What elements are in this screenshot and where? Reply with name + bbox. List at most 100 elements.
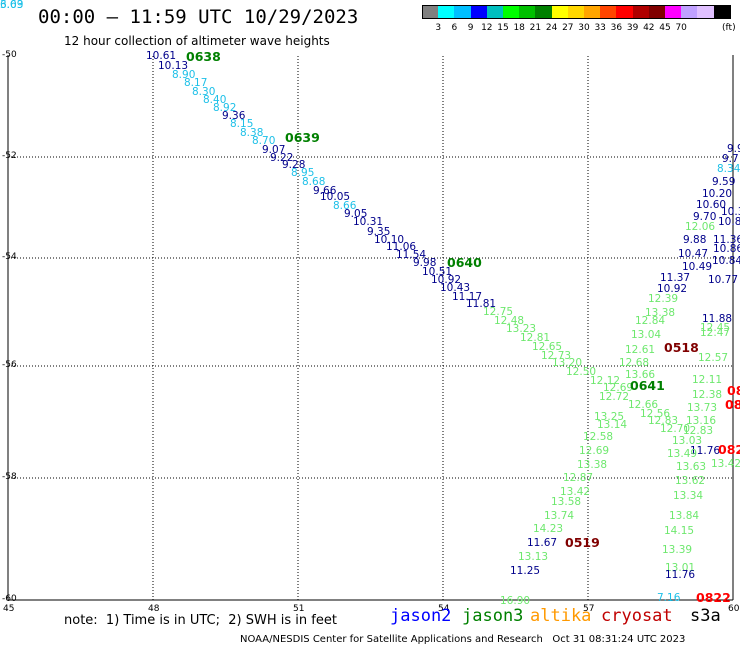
colorbar-swatch bbox=[616, 5, 634, 19]
wave-height-reading: 14.23 bbox=[533, 523, 564, 535]
colorbar-swatch bbox=[600, 5, 618, 19]
wave-height-reading: 10.60 bbox=[696, 199, 727, 211]
colorbar-swatch bbox=[632, 5, 650, 19]
wave-height-reading: 13.84 bbox=[669, 510, 700, 522]
wave-height-reading: 13.25 bbox=[594, 411, 625, 423]
wave-height-reading: 12.45 bbox=[700, 322, 731, 334]
wave-height-reading: 11.37 bbox=[660, 272, 691, 284]
longitude-label: 48 bbox=[148, 604, 160, 614]
latitude-label: -56 bbox=[2, 360, 17, 370]
wave-height-reading: 13.49 bbox=[667, 448, 698, 460]
colorbar-label: 6 bbox=[451, 23, 458, 33]
wave-height-reading: 13.03 bbox=[672, 435, 703, 447]
colorbar-swatch bbox=[567, 5, 585, 19]
wave-height-reading: 7.16 bbox=[657, 592, 681, 604]
wave-height-reading: 12.69 bbox=[579, 445, 610, 457]
wave-height-reading: 8.66 bbox=[333, 200, 357, 212]
wave-height-reading: 13.34 bbox=[673, 490, 704, 502]
colorbar-label: 21 bbox=[529, 23, 542, 33]
colorbar-label: 33 bbox=[594, 23, 606, 33]
wave-height-reading: 10.10 bbox=[374, 234, 405, 246]
satellite-legend-jason2: jason2 bbox=[390, 606, 452, 626]
colorbar-label: 39 bbox=[626, 23, 639, 33]
wave-height-reading: 12.48 bbox=[494, 315, 525, 327]
wave-height-reading: 10.92 bbox=[657, 283, 688, 295]
wave-height-reading: 13.38 bbox=[577, 459, 608, 471]
wave-height-reading: 9.98 bbox=[413, 257, 437, 269]
wave-height-reading: 12.69 bbox=[603, 382, 634, 394]
longitude-label: 45 bbox=[3, 604, 15, 614]
colorbar-swatch bbox=[697, 5, 715, 19]
colorbar-swatch bbox=[422, 5, 439, 19]
map-subtitle: 12 hour collection of altimeter wave hei… bbox=[64, 34, 330, 48]
colorbar-label: 15 bbox=[497, 23, 509, 33]
colorbar-label: 27 bbox=[562, 23, 574, 33]
colorbar-swatch bbox=[535, 5, 553, 19]
wave-height-reading: 9.05 bbox=[344, 208, 368, 220]
colorbar-label: 45 bbox=[659, 23, 671, 33]
longitude-label: 60 bbox=[728, 604, 740, 614]
colorbar-frame bbox=[422, 5, 730, 19]
wave-height-reading: 10.05 bbox=[320, 191, 351, 203]
colorbar-swatch bbox=[665, 5, 682, 19]
wave-height-reading: 10.13 bbox=[158, 60, 189, 72]
wave-height-reading: 8.34 bbox=[717, 163, 740, 175]
wave-height-reading: 12.83 bbox=[648, 415, 679, 427]
wave-height-reading: 10.47 bbox=[678, 248, 709, 260]
wave-height-reading: 8.17 bbox=[184, 77, 208, 89]
wave-height-reading: 12.11 bbox=[692, 374, 723, 386]
pass-time-label: 0518 bbox=[664, 340, 699, 355]
wave-height-reading: 13.39 bbox=[662, 544, 693, 556]
wave-height-reading: 13.16 bbox=[686, 415, 717, 427]
wave-height-reading: 10.51 bbox=[422, 266, 453, 278]
wave-height-reading: 12.57 bbox=[698, 352, 729, 364]
pass-time-label: 0822 bbox=[696, 590, 731, 605]
wave-height-reading: 3.63 bbox=[0, 0, 24, 11]
wave-height-reading: 12.58 bbox=[583, 431, 614, 443]
wave-height-reading: 12.38 bbox=[692, 389, 723, 401]
wave-height-reading: 12.81 bbox=[520, 332, 551, 344]
longitude-label: 51 bbox=[293, 604, 305, 614]
longitude-label: 57 bbox=[583, 604, 595, 614]
colorbar-label: 24 bbox=[545, 23, 558, 33]
pass-time-label: 0519 bbox=[565, 535, 600, 550]
latitude-label: -58 bbox=[2, 472, 17, 482]
wave-height-reading: 13.62 bbox=[675, 475, 706, 487]
wave-height-reading: 13.74 bbox=[544, 510, 575, 522]
wave-height-reading: 8.40 bbox=[203, 94, 227, 106]
wave-height-reading: 13.20 bbox=[552, 357, 583, 369]
wave-height-reading: 12.72 bbox=[599, 391, 630, 403]
wave-height-reading: 9.7 bbox=[722, 153, 739, 165]
pass-time-label: 0641 bbox=[630, 378, 665, 393]
colorbar-label: 18 bbox=[513, 23, 525, 33]
wave-height-reading: 8.95 bbox=[291, 167, 315, 179]
longitude-label: 54 bbox=[438, 604, 450, 614]
footer-credit: NOAA/NESDIS Center for Satellite Applica… bbox=[240, 634, 686, 645]
wave-height-reading: 12.66 bbox=[628, 399, 659, 411]
wave-height-reading: 11.25 bbox=[510, 565, 541, 577]
colorbar-swatch bbox=[584, 5, 601, 19]
wave-height-reading: 12.12 bbox=[590, 375, 621, 387]
wave-height-reading: 13.63 bbox=[676, 461, 707, 473]
wave-height-reading: 11.81 bbox=[466, 298, 497, 310]
wave-height-reading: 12.50 bbox=[566, 366, 597, 378]
pass-time-label: 0639 bbox=[285, 130, 320, 145]
colorbar-swatch bbox=[648, 5, 666, 19]
colorbar-swatch bbox=[519, 5, 537, 19]
wave-height-reading: 13.42 bbox=[711, 458, 740, 470]
pass-time-label: 0640 bbox=[447, 255, 482, 270]
wave-height-reading: 11.54 bbox=[396, 249, 427, 261]
map-title: 00:00 – 11:59 UTC 10/29/2023 bbox=[38, 6, 359, 28]
wave-height-reading: 8.68 bbox=[302, 176, 326, 188]
note-text: note: 1) Time is in UTC; 2) SWH is in fe… bbox=[64, 613, 337, 628]
wave-height-reading: 9.36 bbox=[222, 110, 246, 122]
wave-height-reading: 13.13 bbox=[518, 551, 549, 563]
wave-height-reading: 11.67 bbox=[527, 537, 558, 549]
wave-height-reading: 12.87 bbox=[563, 472, 594, 484]
colorbar-label: 30 bbox=[578, 23, 590, 33]
pass-time-label: 0638 bbox=[186, 49, 221, 64]
wave-height-reading: 12.61 bbox=[625, 344, 656, 356]
wave-height-reading: 9.28 bbox=[282, 159, 306, 171]
colorbar-label: 12 bbox=[481, 23, 493, 33]
